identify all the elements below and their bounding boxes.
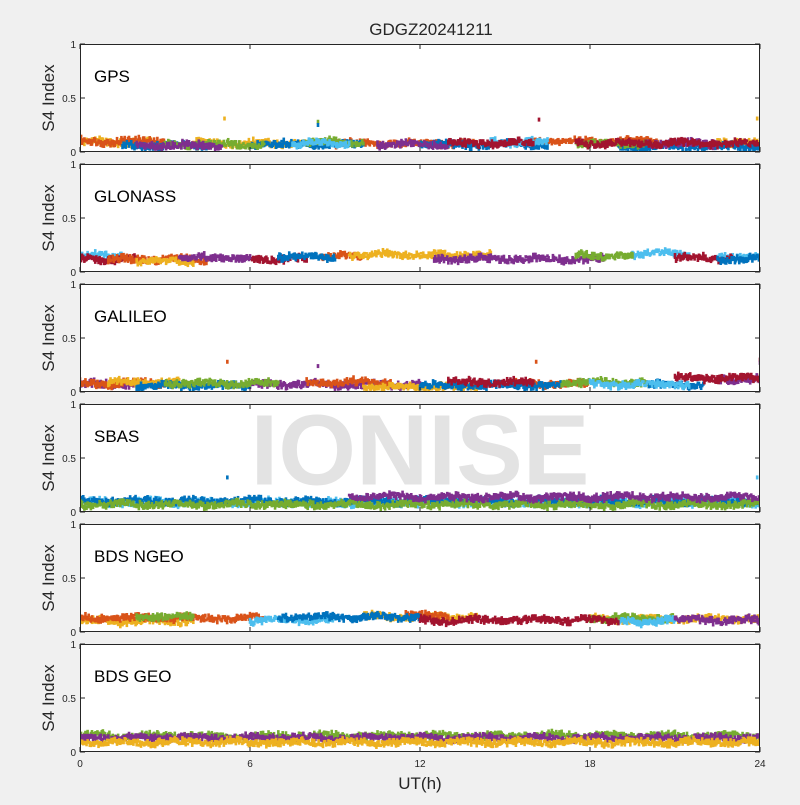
data-point <box>704 254 707 257</box>
data-point <box>591 141 594 144</box>
data-point <box>269 383 272 386</box>
data-point <box>192 261 195 267</box>
data-point <box>532 379 535 384</box>
data-point <box>249 254 252 259</box>
y-axis-label: S4 Index <box>39 184 58 252</box>
figure-title: GDGZ20241211 <box>369 20 492 39</box>
y-tick-label: 0.5 <box>62 94 76 105</box>
panel-label: GALILEO <box>94 307 167 326</box>
y-tick-label: 1 <box>70 40 76 51</box>
data-point <box>194 496 197 499</box>
panel-galileo: 0 0.5 1 GALILEO S4 Index <box>39 280 761 399</box>
y-tick-label: 0 <box>70 268 76 279</box>
outlier-point <box>538 118 541 122</box>
data-point <box>642 380 645 383</box>
data-point <box>631 252 634 259</box>
y-tick-label: 0.5 <box>62 334 76 345</box>
data-point <box>348 140 351 146</box>
y-tick-label: 0.5 <box>62 214 76 225</box>
data-point <box>431 386 434 389</box>
data-point <box>430 141 433 146</box>
y-axis-label: S4 Index <box>39 64 58 132</box>
data-point <box>444 250 447 254</box>
outlier-point <box>226 360 229 364</box>
data-point <box>688 384 691 389</box>
data-point <box>168 142 171 147</box>
data-point <box>263 143 266 146</box>
y-tick-label: 0 <box>70 388 76 399</box>
outlier-point <box>317 123 320 127</box>
panel-gps: 0 0.5 1 GPS S4 Index <box>39 40 761 159</box>
data-point <box>316 380 319 383</box>
data-point <box>362 142 365 146</box>
data-point <box>220 145 223 148</box>
data-point <box>546 137 549 142</box>
panel-glonass: 0 0.5 1 GLONASS S4 Index <box>39 160 761 279</box>
data-point <box>532 141 535 146</box>
data-point <box>490 251 493 254</box>
axes-background <box>80 44 760 152</box>
y-axis-label: S4 Index <box>39 304 58 372</box>
panel-label: GLONASS <box>94 187 176 206</box>
y-tick-label: 1 <box>70 160 76 171</box>
y-tick-label: 1 <box>70 280 76 291</box>
y-tick-label: 0 <box>70 148 76 159</box>
data-point <box>345 141 348 145</box>
data-point <box>277 380 280 384</box>
data-point <box>334 258 337 262</box>
panel-label: GPS <box>94 67 130 86</box>
outlier-point <box>223 117 226 121</box>
data-point <box>746 139 749 142</box>
outlier-point <box>317 364 320 368</box>
outlier-point <box>756 117 759 121</box>
axes-background <box>80 284 760 392</box>
outlier-point <box>535 360 538 364</box>
